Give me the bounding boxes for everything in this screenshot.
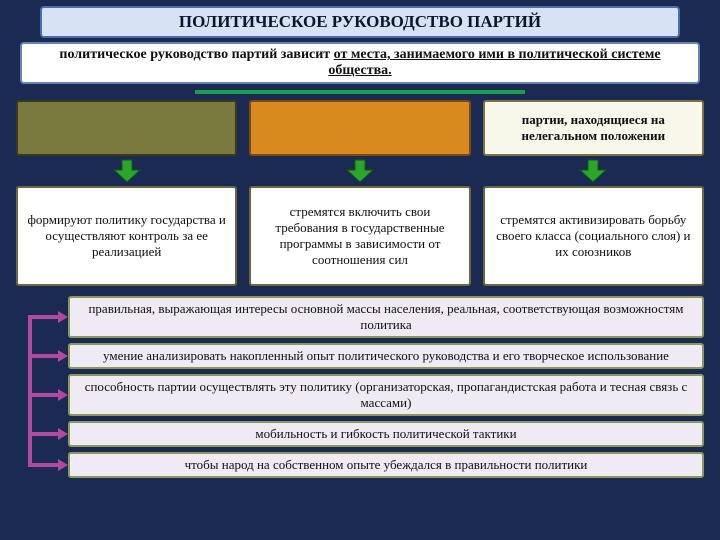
bottom-bar-5: чтобы народ на собственном опыте убеждал… — [68, 452, 704, 478]
top-card-3-text: партии, находящиеся на нелегальном полож… — [491, 112, 696, 144]
mid-card-3-text: стремятся активизировать борьбу своего к… — [491, 212, 696, 260]
connector-trunk — [28, 315, 32, 467]
connector-branch — [28, 315, 60, 319]
bottom-bar-1: правильная, выражающая интересы основной… — [68, 296, 704, 338]
mid-card-3: стремятся активизировать борьбу своего к… — [483, 186, 704, 286]
subtitle-bar: политическое руководство партий зависит … — [20, 42, 700, 84]
arrow-right-icon — [58, 350, 68, 362]
bottom-bar-3-text: способность партии осуществлять эту поли… — [85, 379, 688, 410]
title-text: ПОЛИТИЧЕСКОЕ РУКОВОДСТВО ПАРТИЙ — [179, 12, 541, 31]
page-title: ПОЛИТИЧЕСКОЕ РУКОВОДСТВО ПАРТИЙ — [40, 6, 680, 38]
subtitle-underlined: от места, занимаемого ими в политической… — [328, 47, 660, 78]
bottom-bar-3: способность партии осуществлять эту поли… — [68, 374, 704, 416]
divider — [195, 90, 525, 94]
mid-card-2: стремятся включить свои требования в гос… — [249, 186, 470, 286]
connector-branch — [28, 432, 60, 436]
arrow-down-icon — [112, 158, 142, 184]
mid-card-2-text: стремятся включить свои требования в гос… — [257, 204, 462, 268]
diagram: ПОЛИТИЧЕСКОЕ РУКОВОДСТВО ПАРТИЙ политиче… — [0, 0, 720, 540]
bottom-area: правильная, выражающая интересы основной… — [68, 296, 704, 478]
arrow-down-icon — [345, 158, 375, 184]
top-row: партии, находящиеся на нелегальном полож… — [16, 100, 704, 156]
arrow-right-icon — [58, 311, 68, 323]
connector-branch — [28, 393, 60, 397]
top-card-3: партии, находящиеся на нелегальном полож… — [483, 100, 704, 156]
bottom-bar-4-text: мобильность и гибкость политической такт… — [255, 426, 516, 441]
arrow-right-icon — [58, 389, 68, 401]
mid-row: формируют политику государства и осущест… — [16, 186, 704, 286]
top-card-1 — [16, 100, 237, 156]
arrow-right-icon — [58, 459, 68, 471]
bottom-bar-1-text: правильная, выражающая интересы основной… — [88, 301, 683, 332]
arrow-right-icon — [58, 428, 68, 440]
connector-branch — [28, 354, 60, 358]
bottom-bar-2-text: умение анализировать накопленный опыт по… — [103, 348, 669, 363]
arrow-down-icon — [578, 158, 608, 184]
top-card-2 — [249, 100, 470, 156]
mid-card-1: формируют политику государства и осущест… — [16, 186, 237, 286]
bottom-bar-5-text: чтобы народ на собственном опыте убеждал… — [185, 457, 588, 472]
bottom-bar-4: мобильность и гибкость политической такт… — [68, 421, 704, 447]
subtitle-prefix: политическое руководство партий зависит — [59, 47, 333, 62]
connector-branch — [28, 463, 60, 467]
bottom-bar-2: умение анализировать накопленный опыт по… — [68, 343, 704, 369]
mid-card-1-text: формируют политику государства и осущест… — [24, 212, 229, 260]
arrow-row — [16, 158, 704, 184]
